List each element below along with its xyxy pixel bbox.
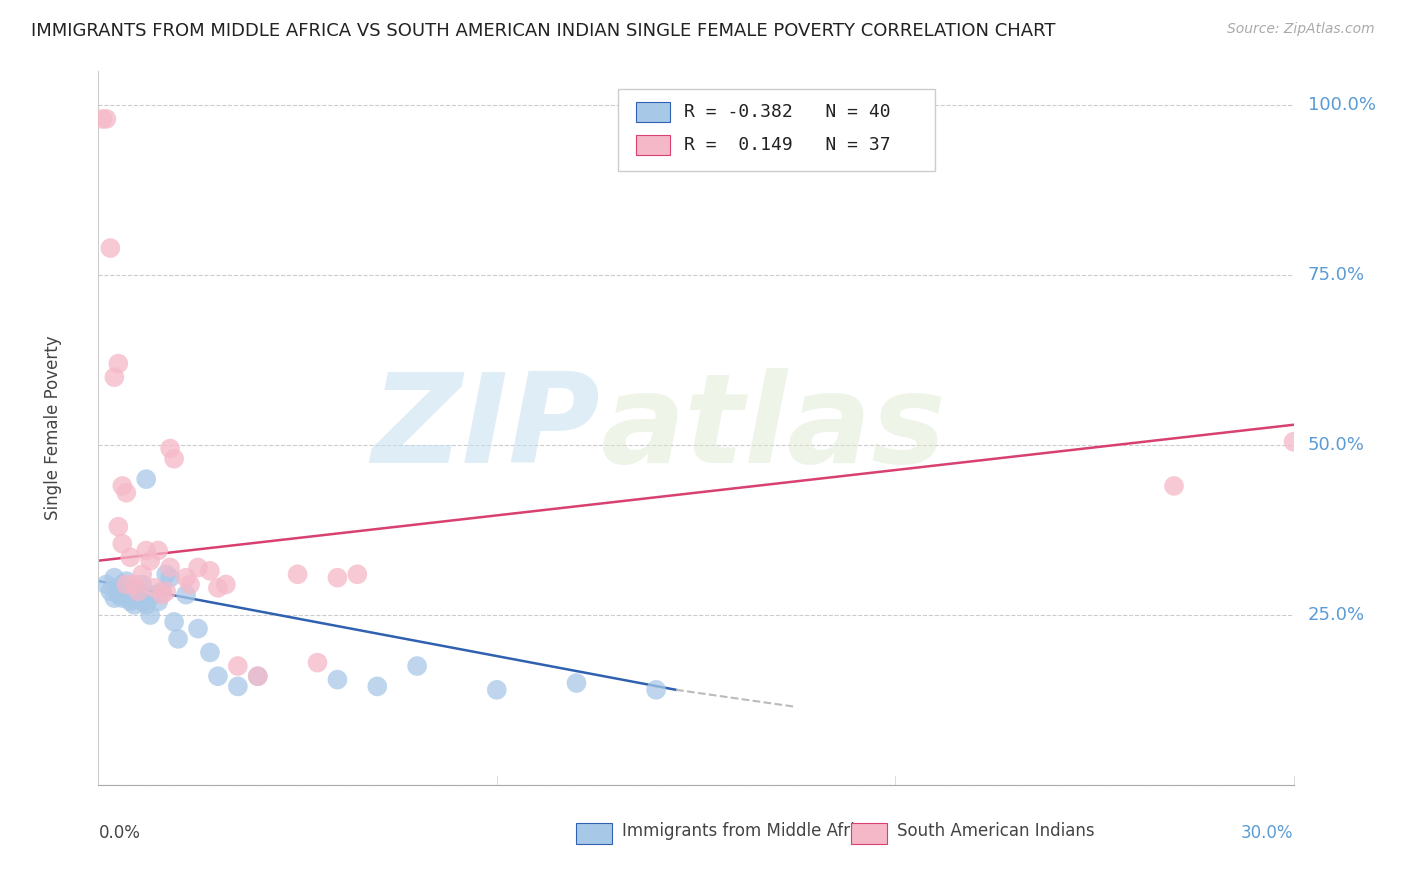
Point [120, 550, 142, 565]
Point [143, 588, 166, 602]
Point [111, 537, 134, 551]
Point [107, 588, 129, 602]
Point [115, 574, 138, 588]
Point [287, 567, 309, 582]
Point [150, 584, 173, 599]
Point [107, 519, 129, 533]
Point [127, 584, 149, 599]
Point [111, 591, 134, 605]
Point [326, 571, 349, 585]
Text: 0.0%: 0.0% [98, 824, 141, 842]
Text: South American Indians: South American Indians [897, 822, 1094, 840]
Point [207, 581, 229, 595]
Point [565, 676, 588, 690]
Point [135, 543, 157, 558]
Point [139, 608, 162, 623]
Point [120, 591, 142, 605]
Point [159, 560, 181, 574]
Point [174, 588, 197, 602]
Point [307, 656, 329, 670]
Text: IMMIGRANTS FROM MIDDLE AFRICA VS SOUTH AMERICAN INDIAN SINGLE FEMALE POVERTY COR: IMMIGRANTS FROM MIDDLE AFRICA VS SOUTH A… [31, 22, 1056, 40]
Point [406, 659, 429, 673]
FancyBboxPatch shape [619, 89, 935, 171]
Point [226, 680, 249, 694]
Point [98, 584, 122, 599]
Point [159, 571, 181, 585]
Point [115, 485, 138, 500]
Point [346, 567, 368, 582]
Point [96, 112, 118, 126]
Point [91, 112, 114, 126]
Point [179, 577, 201, 591]
Text: 100.0%: 100.0% [1308, 96, 1376, 114]
Point [143, 581, 166, 595]
Point [148, 543, 170, 558]
Point [198, 645, 221, 659]
Point [1163, 479, 1185, 493]
Point [124, 598, 146, 612]
Point [226, 659, 249, 673]
Point [163, 451, 186, 466]
Bar [637, 135, 669, 155]
Point [103, 370, 125, 384]
Point [246, 669, 269, 683]
Point [107, 581, 129, 595]
Point [174, 571, 197, 585]
Text: Immigrants from Middle Africa: Immigrants from Middle Africa [621, 822, 875, 840]
Text: R =  0.149   N = 37: R = 0.149 N = 37 [685, 136, 890, 153]
Point [115, 588, 138, 602]
Point [150, 588, 173, 602]
Point [187, 622, 209, 636]
Bar [576, 822, 613, 844]
Point [131, 577, 153, 591]
Point [198, 564, 221, 578]
Point [326, 673, 349, 687]
Point [207, 669, 229, 683]
Point [366, 680, 388, 694]
Point [131, 567, 153, 582]
Text: ZIP: ZIP [371, 368, 600, 489]
Point [155, 584, 177, 599]
Point [485, 682, 508, 697]
Text: R = -0.382   N = 40: R = -0.382 N = 40 [685, 103, 890, 121]
Point [127, 591, 149, 605]
Bar [637, 102, 669, 122]
Point [111, 577, 134, 591]
Point [111, 479, 134, 493]
Point [645, 682, 668, 697]
Point [167, 632, 190, 646]
Point [148, 594, 170, 608]
Point [139, 554, 162, 568]
Point [187, 560, 209, 574]
Text: 25.0%: 25.0% [1308, 606, 1365, 624]
Point [131, 594, 153, 608]
Text: Source: ZipAtlas.com: Source: ZipAtlas.com [1227, 22, 1375, 37]
Point [127, 584, 149, 599]
Text: Single Female Poverty: Single Female Poverty [44, 336, 62, 520]
Point [98, 241, 122, 255]
Point [155, 567, 177, 582]
Text: 75.0%: 75.0% [1308, 266, 1365, 285]
Point [135, 472, 157, 486]
Text: 50.0%: 50.0% [1308, 436, 1365, 454]
Point [96, 577, 118, 591]
Point [120, 594, 142, 608]
Point [124, 577, 146, 591]
Point [215, 577, 238, 591]
Point [159, 442, 181, 456]
Point [124, 584, 146, 599]
Point [107, 357, 129, 371]
Text: 30.0%: 30.0% [1241, 824, 1294, 842]
Point [115, 577, 138, 591]
Bar [852, 822, 887, 844]
Point [246, 669, 269, 683]
Point [135, 598, 157, 612]
Point [1282, 434, 1305, 449]
Point [163, 615, 186, 629]
Text: atlas: atlas [600, 368, 946, 489]
Point [103, 571, 125, 585]
Point [103, 591, 125, 605]
